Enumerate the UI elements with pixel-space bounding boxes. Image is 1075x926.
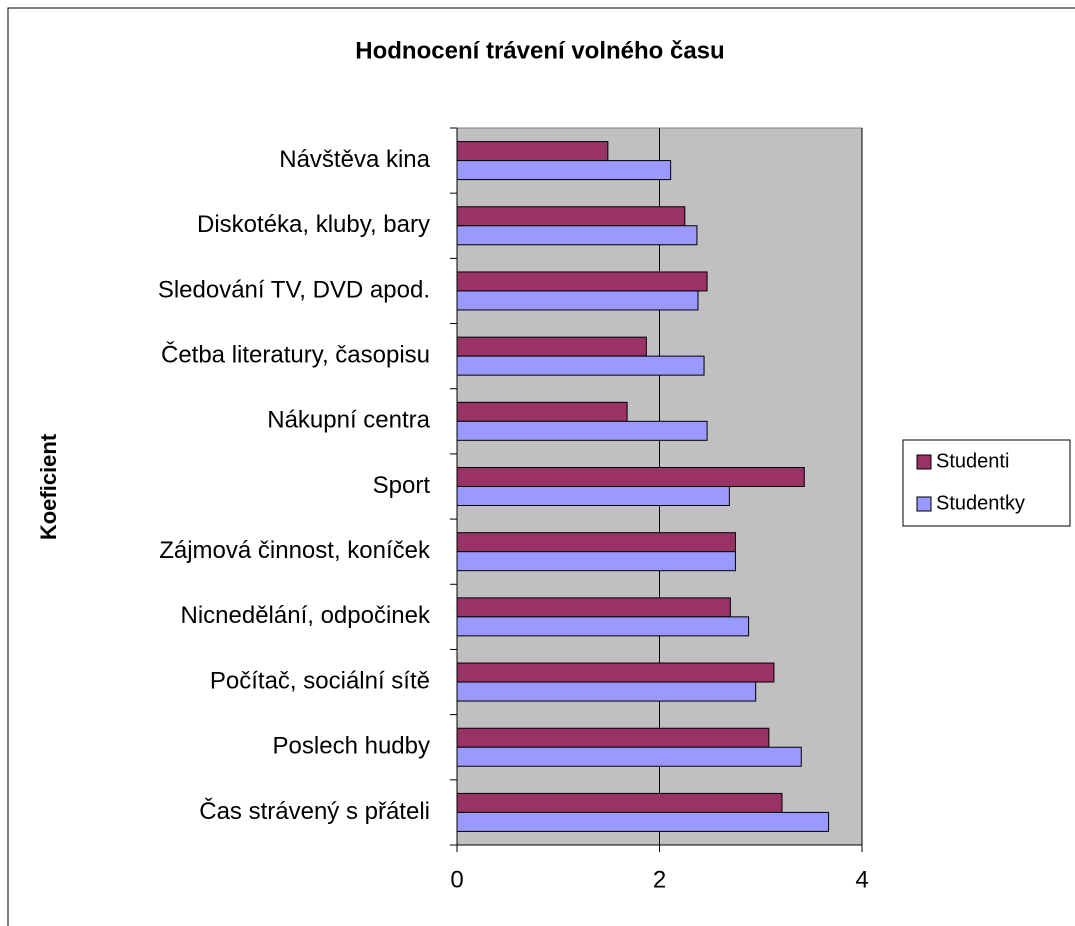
bar xyxy=(456,746,802,767)
x-tick-label: 4 xyxy=(855,866,868,893)
bar xyxy=(456,727,770,748)
x-tick-label: 2 xyxy=(653,866,666,893)
y-tick-label: Sledování TV, DVD apod. xyxy=(158,276,430,303)
bar xyxy=(456,792,783,813)
bar xyxy=(456,597,731,618)
y-tick-label: Počítač, sociální sítě xyxy=(210,667,430,694)
bar xyxy=(456,662,775,683)
legend-swatch xyxy=(916,454,932,470)
legend-label: Studenti xyxy=(936,450,1009,472)
bar xyxy=(456,401,628,422)
bar xyxy=(456,681,757,702)
y-tick-label: Poslech hudby xyxy=(273,733,430,760)
bar xyxy=(456,532,736,553)
y-tick-label: Nákupní centra xyxy=(267,407,430,434)
chart-title: Hodnocení trávení volného času xyxy=(355,37,724,64)
bar xyxy=(456,355,705,376)
y-tick-label: Četba literatury, časopisu xyxy=(161,340,430,368)
bar xyxy=(456,486,730,506)
bar xyxy=(456,160,672,181)
legend-label: Studentky xyxy=(936,492,1025,514)
y-tick-label: Diskotéka, kluby, bary xyxy=(197,211,430,238)
legend-swatch xyxy=(916,496,932,512)
y-tick-label: Sport xyxy=(373,472,431,499)
bar xyxy=(456,290,699,311)
legend-box xyxy=(902,439,1071,527)
bar xyxy=(456,616,750,637)
y-axis-label: Koeficient xyxy=(36,433,61,540)
y-tick-label: Zájmová činnost, koníček xyxy=(159,537,431,564)
bar xyxy=(456,225,698,246)
x-tick-label: 0 xyxy=(450,866,463,893)
y-tick-label: Čas strávený s přáteli xyxy=(199,797,430,825)
bar xyxy=(456,551,736,572)
bar xyxy=(456,141,609,162)
bar xyxy=(456,271,708,292)
bar xyxy=(456,336,647,357)
bar xyxy=(456,420,708,441)
bar xyxy=(456,206,686,227)
bar xyxy=(456,467,805,487)
bar xyxy=(456,811,830,832)
y-tick-label: Návštěva kina xyxy=(279,146,430,173)
y-tick-label: Nicnedělání, odpočinek xyxy=(180,602,431,629)
